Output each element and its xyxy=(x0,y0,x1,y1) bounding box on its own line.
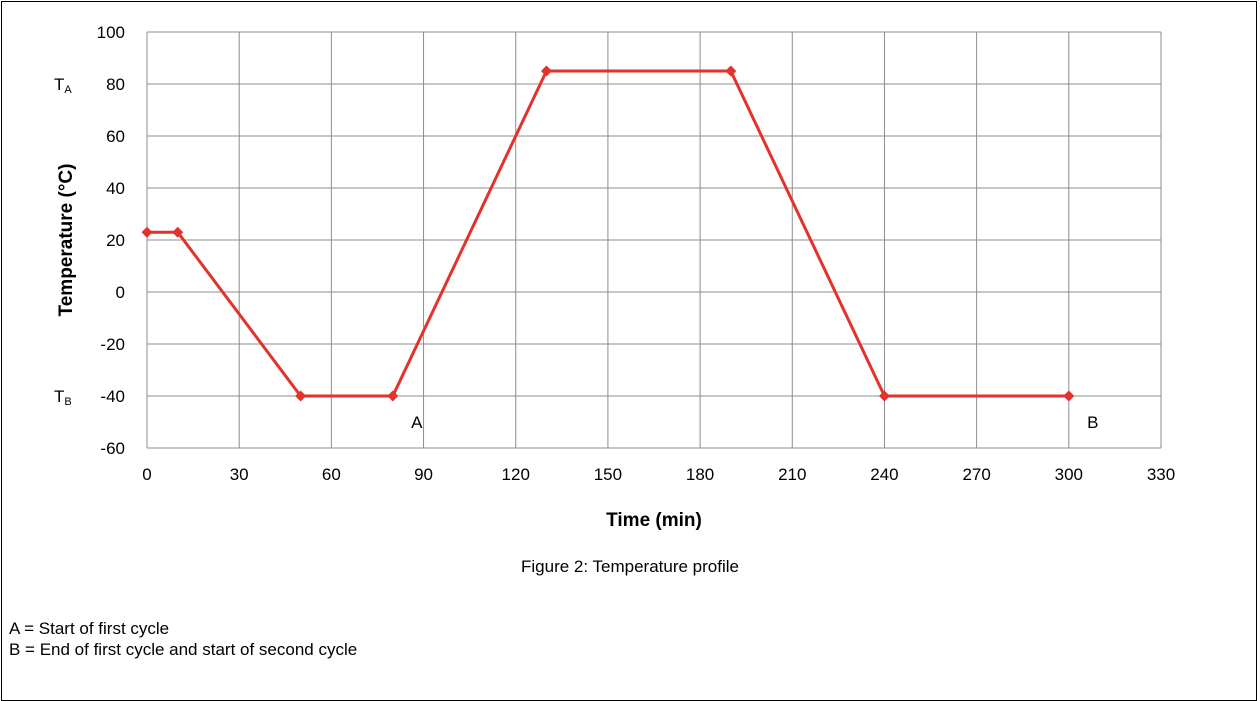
x-tick-label: 150 xyxy=(594,465,622,484)
legend-note-b: B = End of first cycle and start of seco… xyxy=(9,640,358,659)
x-tick-label: 330 xyxy=(1147,465,1175,484)
level-labels: TA TB xyxy=(54,75,72,408)
data-point-marker xyxy=(725,65,737,77)
y-tick-label: -60 xyxy=(100,439,125,458)
x-tick-label: 90 xyxy=(414,465,433,484)
temperature-chart: -60 -40 -20 0 20 40 60 80 100 0 30 60 90 120 150 180 21… xyxy=(54,23,1175,531)
x-tick-label: 270 xyxy=(962,465,990,484)
series-line xyxy=(147,69,1069,398)
data-point-marker xyxy=(295,390,307,402)
x-tick-label: 30 xyxy=(230,465,249,484)
data-point-marker xyxy=(172,226,184,238)
y-tick-label: 20 xyxy=(106,231,125,250)
y-tick-label: 100 xyxy=(97,23,125,42)
y-axis-title: Temperature (°C) xyxy=(56,164,77,317)
legend-notes: A = Start of first cycle B = End of firs… xyxy=(9,618,357,660)
grid xyxy=(146,31,1162,449)
y-tick-labels: -60 -40 -20 0 20 40 60 80 100 xyxy=(97,23,125,458)
y-tick-label: -40 xyxy=(100,387,125,406)
figure-caption: Figure 2: Temperature profile xyxy=(521,557,739,576)
x-tick-labels: 0 30 60 90 120 150 180 210 240 270 300 330 xyxy=(142,465,1175,484)
data-point-marker xyxy=(387,390,399,402)
data-point-marker xyxy=(141,226,153,238)
point-annotation: B xyxy=(1087,413,1098,432)
level-label: TB xyxy=(54,387,72,408)
data-point-marker xyxy=(540,65,552,77)
y-tick-label: -20 xyxy=(100,335,125,354)
point-annotation: A xyxy=(411,413,423,432)
series-layer xyxy=(141,65,1075,402)
legend-note-a: A = Start of first cycle xyxy=(9,619,170,638)
y-tick-label: 0 xyxy=(116,283,125,302)
x-axis-title: Time (min) xyxy=(606,510,702,531)
x-tick-label: 60 xyxy=(322,465,341,484)
x-tick-label: 210 xyxy=(778,465,806,484)
x-tick-label: 300 xyxy=(1055,465,1083,484)
data-point-marker xyxy=(878,390,890,402)
y-tick-label: 80 xyxy=(106,75,125,94)
level-label: TA xyxy=(54,75,72,96)
x-tick-label: 120 xyxy=(502,465,530,484)
y-tick-label: 60 xyxy=(106,127,125,146)
y-tick-label: 40 xyxy=(106,179,125,198)
x-tick-label: 180 xyxy=(686,465,714,484)
data-point-marker xyxy=(1063,390,1075,402)
x-tick-label: 0 xyxy=(142,465,151,484)
x-tick-label: 240 xyxy=(870,465,898,484)
